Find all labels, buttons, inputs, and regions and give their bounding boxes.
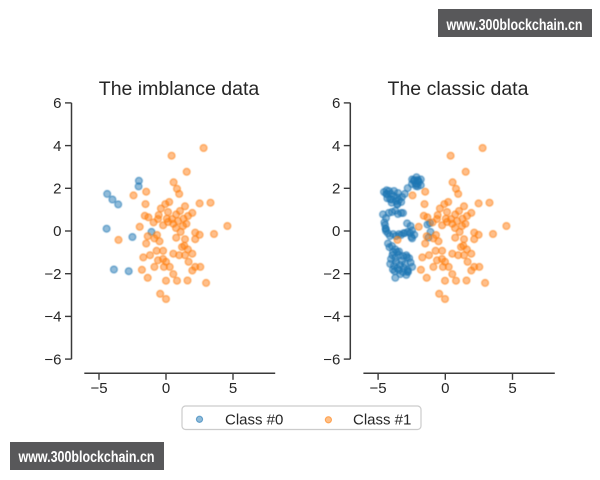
svg-text:−2: −2 <box>323 266 340 283</box>
svg-text:6: 6 <box>53 95 61 112</box>
svg-text:The imblance data: The imblance data <box>99 78 260 100</box>
svg-text:−2: −2 <box>44 266 61 283</box>
svg-text:The classic data: The classic data <box>388 78 529 100</box>
svg-text:0: 0 <box>53 223 61 240</box>
svg-text:4: 4 <box>332 138 340 155</box>
svg-text:5: 5 <box>508 380 516 397</box>
svg-text:Class #0: Class #0 <box>225 411 283 428</box>
svg-text:−6: −6 <box>44 351 61 368</box>
svg-text:0: 0 <box>441 380 449 397</box>
svg-text:2: 2 <box>332 181 340 198</box>
svg-text:5: 5 <box>229 380 237 397</box>
svg-text:−4: −4 <box>323 309 340 326</box>
svg-text:−4: −4 <box>44 309 61 326</box>
svg-text:6: 6 <box>332 95 340 112</box>
svg-text:−6: −6 <box>323 351 340 368</box>
svg-text:Class #1: Class #1 <box>353 411 411 428</box>
svg-text:0: 0 <box>332 223 340 240</box>
svg-text:2: 2 <box>53 181 61 198</box>
svg-text:−5: −5 <box>90 380 107 397</box>
svg-text:−5: −5 <box>370 380 387 397</box>
svg-text:4: 4 <box>53 138 61 155</box>
svg-text:www.300blockchain.cn: www.300blockchain.cn <box>446 17 583 34</box>
svg-text:0: 0 <box>162 380 170 397</box>
svg-text:www.300blockchain.cn: www.300blockchain.cn <box>18 449 155 466</box>
